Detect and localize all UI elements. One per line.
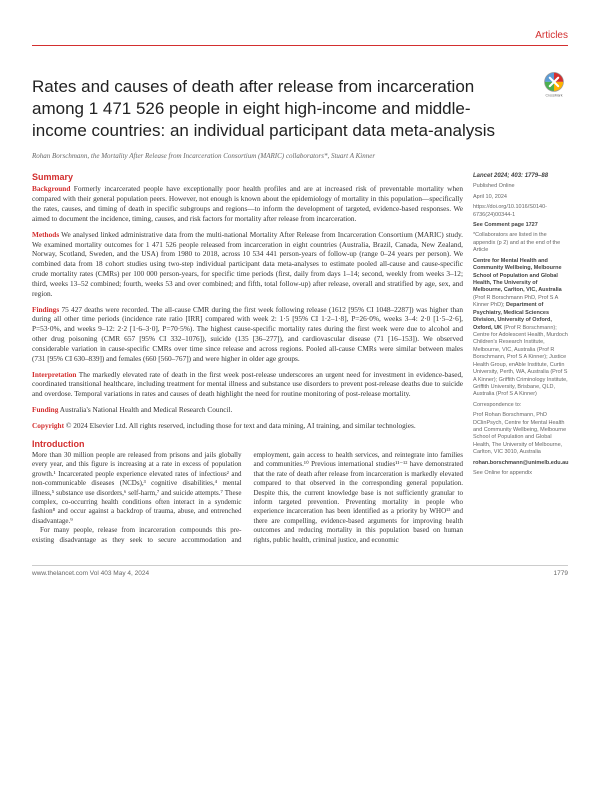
- funding-para: Funding Australia's National Health and …: [32, 405, 463, 415]
- corr-name: Prof Rohan Borschmann, PhD DClinPsych, C…: [473, 412, 568, 457]
- article-page: Articles CrossMark Rates and causes of d…: [0, 0, 600, 597]
- doi-link[interactable]: https://doi.org/10.1016/S0140-6736(24)00…: [473, 204, 568, 219]
- intro-p1: More than 30 million people are released…: [32, 451, 242, 527]
- funding-lead: Funding: [32, 405, 58, 414]
- comment-ref: See Comment page 1727: [473, 222, 568, 229]
- funding-text: Australia's National Health and Medical …: [58, 405, 232, 414]
- abstract: Summary Background Formerly incarcerated…: [32, 172, 463, 431]
- background-text: Formerly incarcerated people have except…: [32, 184, 463, 223]
- methods-lead: Methods: [32, 230, 59, 239]
- article-title: Rates and causes of death after release …: [32, 76, 508, 142]
- background-lead: Background: [32, 184, 70, 193]
- interpretation-para: Interpretation The markedly elevated rat…: [32, 370, 463, 400]
- copyright-text: © 2024 Elsevier Ltd. All rights reserved…: [64, 421, 416, 430]
- interpretation-lead: Interpretation: [32, 370, 76, 379]
- copyright-lead: Copyright: [32, 421, 64, 430]
- author-list: Rohan Borschmann, the Mortality After Re…: [32, 152, 568, 160]
- main-column: Summary Background Formerly incarcerated…: [32, 172, 463, 545]
- corr-label: Correspondence to:: [473, 402, 568, 409]
- crossmark-icon[interactable]: CrossMark: [540, 70, 568, 98]
- background-para: Background Formerly incarcerated people …: [32, 184, 463, 223]
- methods-para: Methods We analysed linked administrativ…: [32, 230, 463, 299]
- page-footer: www.thelancet.com Vol 403 May 4, 2024 17…: [32, 565, 568, 577]
- intro-body: More than 30 million people are released…: [32, 451, 463, 545]
- sidebar: Lancet 2024; 403: 1779–88 Published Onli…: [473, 172, 568, 545]
- interpretation-text: The markedly elevated rate of death in t…: [32, 370, 463, 399]
- page-number: 1779: [554, 570, 568, 577]
- methods-text: We analysed linked administrative data f…: [32, 230, 463, 298]
- intro-heading: Introduction: [32, 439, 463, 449]
- copyright-para: Copyright © 2024 Elsevier Ltd. All right…: [32, 421, 463, 431]
- journal-ref: Lancet 2024; 403: 1779–88: [473, 172, 568, 180]
- summary-heading: Summary: [32, 172, 463, 182]
- collab-note: *Collaborators are listed in the appendi…: [473, 232, 568, 254]
- pub-online: Published Online: [473, 183, 568, 190]
- svg-text:CrossMark: CrossMark: [546, 94, 563, 98]
- findings-para: Findings 75 427 deaths were recorded. Th…: [32, 305, 463, 364]
- aff1: Centre for Mental Health and Community W…: [473, 258, 562, 294]
- pub-date: April 10, 2024: [473, 194, 568, 201]
- findings-text: 75 427 deaths were recorded. The all-cau…: [32, 305, 463, 363]
- appendix-link[interactable]: See Online for appendix: [473, 470, 568, 477]
- content-wrapper: Summary Background Formerly incarcerated…: [32, 172, 568, 545]
- corr-email[interactable]: rohan.borschmann@unimelb.edu.au: [473, 460, 568, 467]
- footer-journal: www.thelancet.com Vol 403 May 4, 2024: [32, 570, 149, 577]
- findings-lead: Findings: [32, 305, 59, 314]
- section-label: Articles: [32, 30, 568, 46]
